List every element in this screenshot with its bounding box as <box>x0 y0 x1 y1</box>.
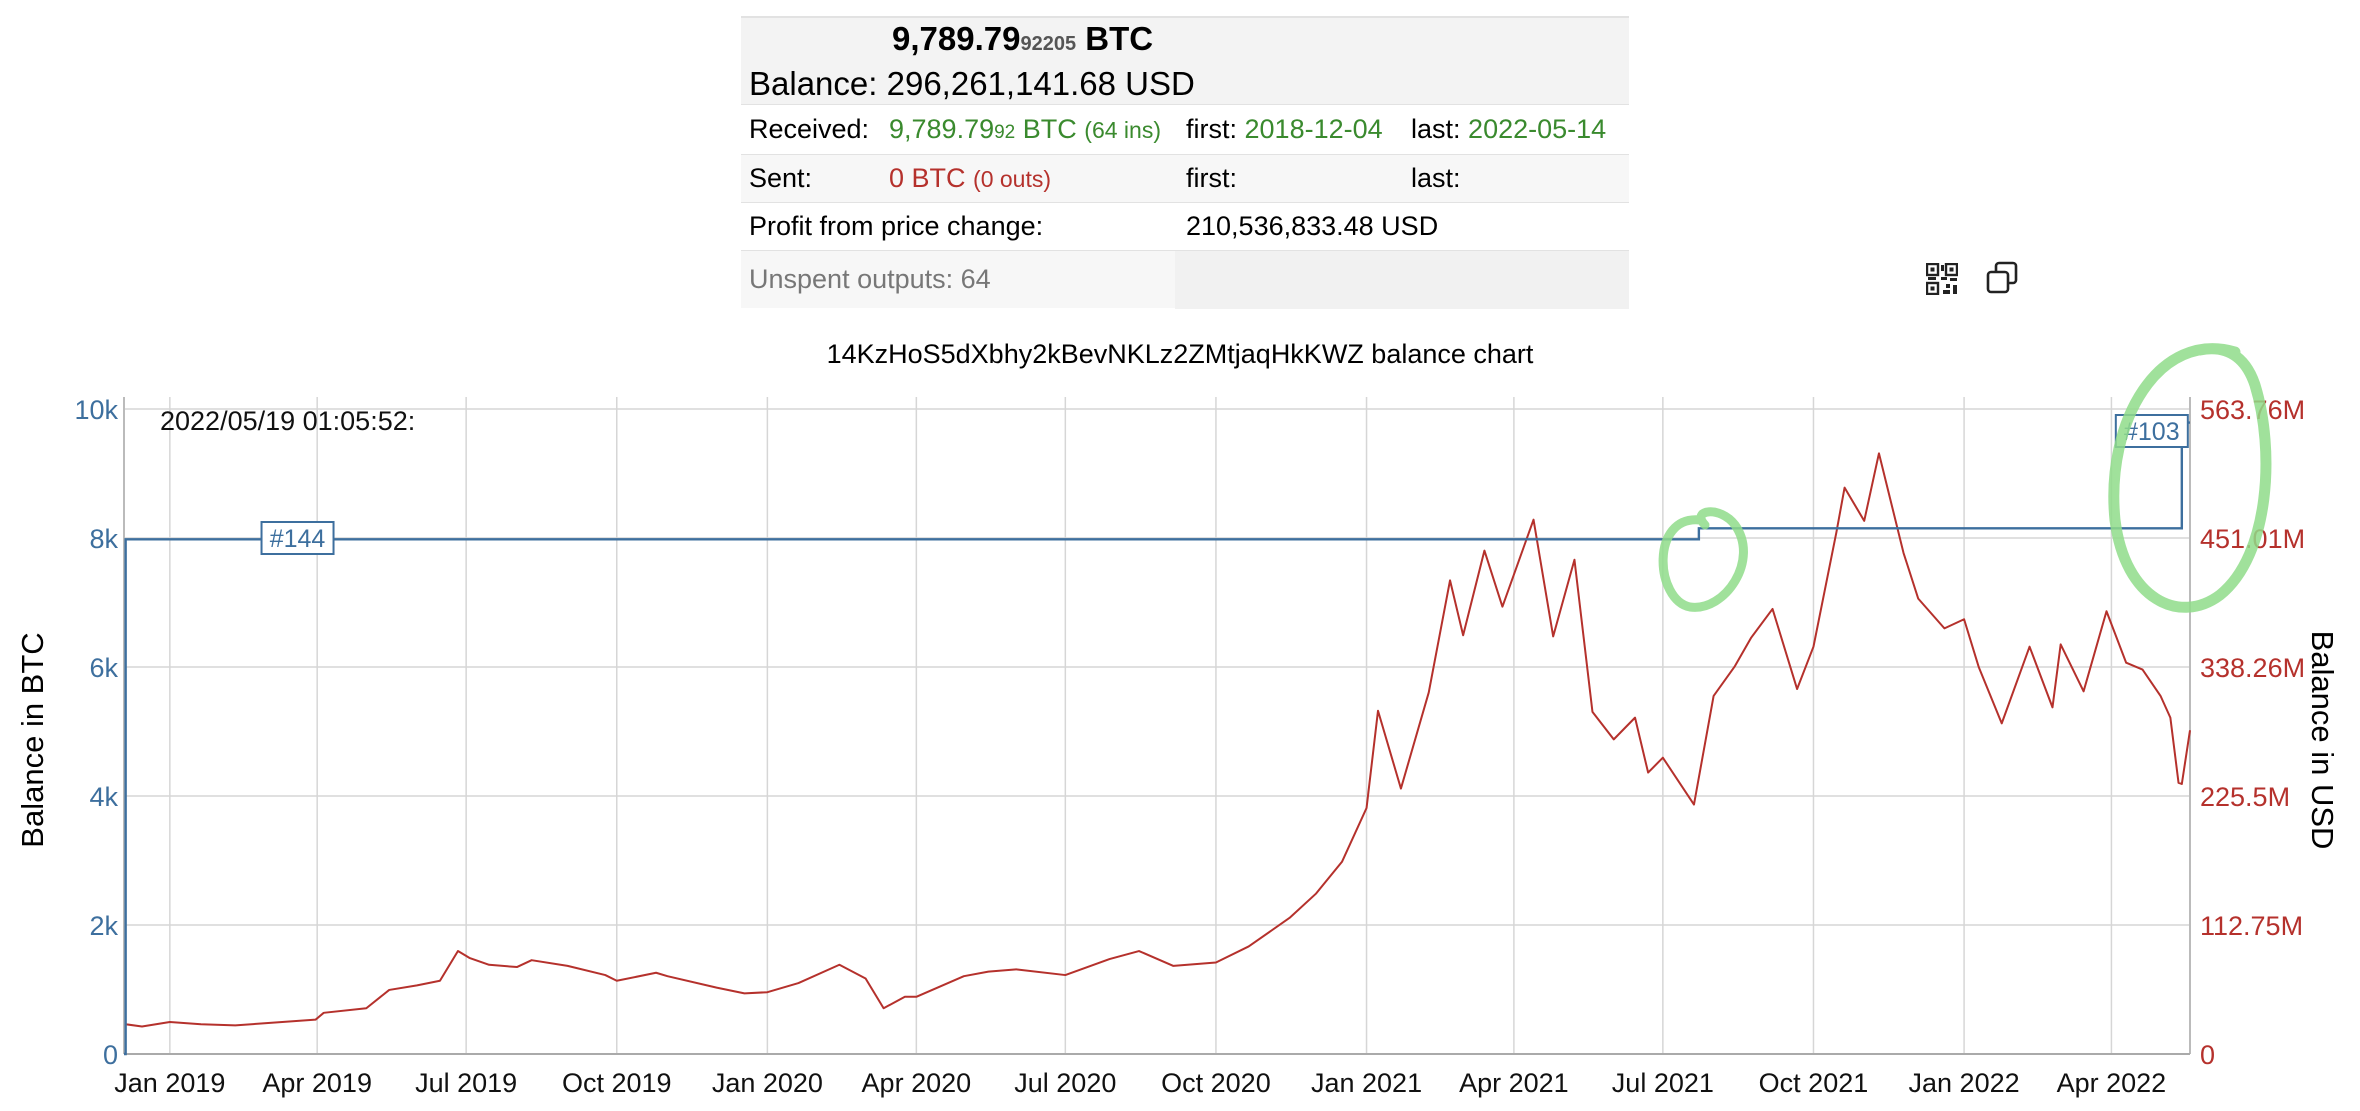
sent-value: 0 BTC (0 outs) <box>889 163 1051 194</box>
profit-value: 210,536,833.48 USD <box>1186 211 1439 241</box>
received-value[interactable]: 9,789.7992 BTC (64 ins) <box>889 114 1161 145</box>
x-tick-label: Jul 2021 <box>1612 1068 1714 1098</box>
annotation-flag <box>260 521 335 555</box>
x-tick-label: Apr 2019 <box>262 1068 372 1098</box>
sent-first-label: first: <box>1186 163 1237 193</box>
x-tick-label: Oct 2019 <box>562 1068 672 1098</box>
balance-row: 9,789.7992205 BTC Balance: 296,261,141.6… <box>741 16 1629 104</box>
usd-balance-series <box>125 452 2191 1028</box>
balance-btc: 9,789.7992205 BTC <box>892 19 1153 64</box>
received-main: 9,789.79 <box>889 114 995 144</box>
y-left-tick-label: 10k <box>74 395 118 425</box>
highlight-circle-small <box>1658 507 1748 612</box>
y-axis-left-title: Balance in BTC <box>15 632 50 848</box>
x-tick-label: Jan 2021 <box>1311 1068 1422 1098</box>
received-first-date[interactable]: 2018-12-04 <box>1244 114 1383 144</box>
copy-icon[interactable] <box>1985 261 2019 295</box>
balance-label: Balance: <box>749 64 878 102</box>
x-tick-label: Jan 2022 <box>1909 1068 2020 1098</box>
y-left-tick-label: 8k <box>89 524 118 554</box>
y-left-tick-label: 4k <box>89 782 118 812</box>
balance-btc-small-digits: 92205 <box>1020 32 1077 55</box>
received-first-label: first: <box>1186 114 1237 144</box>
y-right-tick-label: 225.5M <box>2200 782 2290 812</box>
sent-amount: 0 BTC <box>889 163 966 193</box>
x-tick-label: Apr 2022 <box>2057 1068 2167 1098</box>
received-last-label: last: <box>1411 114 1461 144</box>
btc-balance-series <box>124 421 2190 1056</box>
profit-row: Profit from price change: 210,536,833.48… <box>741 202 1629 250</box>
balance-btc-main: 9,789.79 <box>892 19 1021 57</box>
balance-btc-unit: BTC <box>1085 19 1154 57</box>
sent-outputs-count: (0 outs) <box>973 166 1052 192</box>
unspent-actions <box>1175 251 2018 309</box>
sent-row: Sent: 0 BTC (0 outs) first: last: <box>741 154 1629 202</box>
y-left-tick-label: 6k <box>89 653 118 683</box>
unspent-outputs-link[interactable]: Unspent outputs: 64 <box>749 264 991 294</box>
received-label: Received: <box>749 114 870 144</box>
x-tick-label: Oct 2020 <box>1161 1068 1271 1098</box>
y-right-tick-label: 112.75M <box>2200 911 2303 941</box>
x-tick-label: Apr 2020 <box>862 1068 972 1098</box>
y-left-tick-label: 0 <box>103 1040 118 1070</box>
y-right-tick-label: 0 <box>2200 1040 2215 1070</box>
received-unit: BTC <box>1022 114 1077 144</box>
received-first: first: 2018-12-04 <box>1186 114 1383 145</box>
sent-label: Sent: <box>749 163 813 193</box>
qr-code-icon[interactable] <box>1926 263 1958 295</box>
chart-title: 14KzHoS5dXbhy2kBevNKLz2ZMtjaqHkKWZ balan… <box>826 339 1534 369</box>
y-left-tick-label: 2k <box>89 911 118 941</box>
received-small-digits: 92 <box>994 122 1016 143</box>
x-tick-label: Apr 2021 <box>1459 1068 1569 1098</box>
balance-usd: 296,261,141.68 USD <box>886 64 1195 102</box>
received-last-date[interactable]: 2022-05-14 <box>1468 114 1607 144</box>
received-row: Received: 9,789.7992 BTC (64 ins) first:… <box>741 104 1629 154</box>
highlight-circle-large <box>2108 343 2272 613</box>
address-summary-table: 9,789.7992205 BTC Balance: 296,261,141.6… <box>741 16 2018 309</box>
received-inputs-count: (64 ins) <box>1084 117 1161 143</box>
x-tick-label: Jan 2019 <box>114 1068 225 1098</box>
x-tick-label: Jul 2020 <box>1014 1068 1116 1098</box>
balance-usd-line: Balance: 296,261,141.68 USD <box>749 64 1195 104</box>
y-axis-right-title: Balance in USD <box>2305 630 2340 850</box>
received-last: last: 2022-05-14 <box>1411 114 1606 145</box>
annotation-label: #103 <box>2124 418 2180 446</box>
profit-label: Profit from price change: <box>749 211 1044 241</box>
chart-timestamp: 2022/05/19 01:05:52: <box>160 406 415 436</box>
x-tick-label: Jul 2019 <box>415 1068 517 1098</box>
x-tick-label: Oct 2021 <box>1759 1068 1869 1098</box>
sent-last-label: last: <box>1411 163 1461 193</box>
unspent-row: Unspent outputs: 64 <box>741 250 2018 309</box>
y-right-tick-label: 563.76M <box>2200 395 2305 425</box>
y-right-tick-label: 338.26M <box>2200 653 2305 683</box>
x-tick-label: Jan 2020 <box>712 1068 823 1098</box>
annotation-label: #144 <box>270 525 326 553</box>
